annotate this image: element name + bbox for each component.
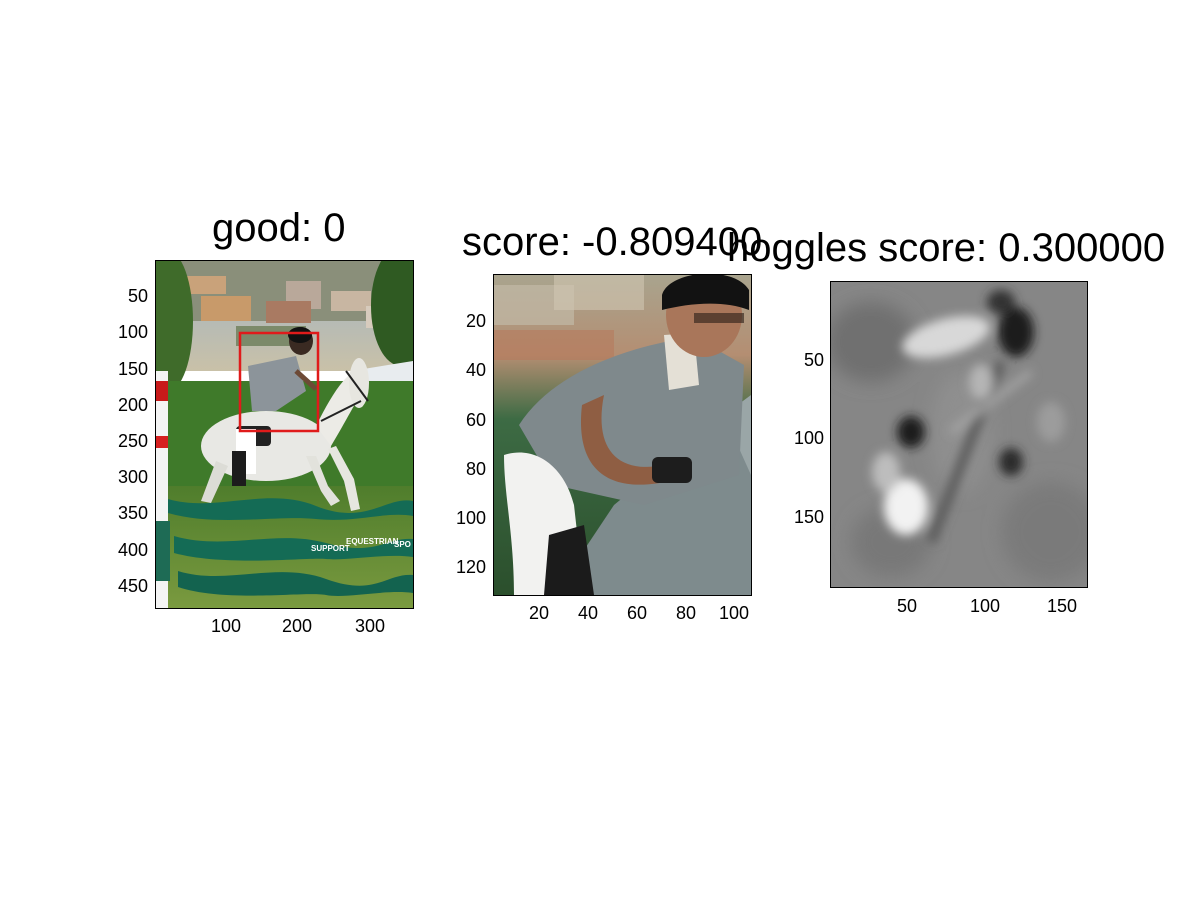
- y-tick-label: 200: [117, 395, 148, 415]
- original-photo: SUPPORT EQUESTRIAN SPO: [155, 260, 414, 609]
- y-tick-label: 100: [455, 508, 486, 528]
- y-tick-label: 150: [117, 359, 148, 379]
- x-tick-label: 300: [355, 616, 386, 636]
- crop-photo-svg: [494, 275, 751, 595]
- y-tick-label: 50: [803, 350, 824, 370]
- y-tick-label: 20: [465, 311, 486, 331]
- y-tick-label: 80: [465, 459, 486, 479]
- x-tick-label: 150: [1047, 596, 1078, 616]
- y-tick-label: 40: [465, 360, 486, 380]
- x-tick-label: 100: [211, 616, 242, 636]
- hoggles-image-svg: [831, 282, 1087, 587]
- x-tick-label: 60: [627, 603, 648, 623]
- y-tick-label: 150: [793, 507, 824, 527]
- y-tick-label: 100: [793, 428, 824, 448]
- hoggles-image: [830, 281, 1088, 588]
- fence-text-support: SUPPORT: [311, 544, 350, 553]
- original-photo-svg: SUPPORT EQUESTRIAN SPO: [156, 261, 413, 608]
- panel-title-original: good: 0: [212, 206, 346, 250]
- fence-text-equestrian: EQUESTRIAN: [346, 537, 399, 546]
- y-tick-label: 450: [117, 576, 148, 596]
- y-tick-label: 60: [465, 410, 486, 430]
- y-tick-label: 300: [117, 467, 148, 487]
- y-tick-label: 50: [127, 286, 148, 306]
- panel-title-hoggles: hoggles score: 0.300000: [727, 226, 1166, 270]
- x-tick-label: 40: [578, 603, 599, 623]
- fence-text-spo: SPO: [394, 540, 411, 549]
- y-tick-label: 120: [455, 557, 486, 577]
- panel-title-crop: score: -0.809400: [462, 220, 763, 264]
- y-tick-label: 250: [117, 431, 148, 451]
- y-tick-label: 400: [117, 540, 148, 560]
- crop-photo: [493, 274, 752, 596]
- x-tick-label: 100: [970, 596, 1001, 616]
- x-tick-label: 50: [897, 596, 918, 616]
- y-tick-label: 350: [117, 503, 148, 523]
- x-tick-label: 80: [676, 603, 697, 623]
- x-tick-label: 200: [282, 616, 313, 636]
- x-tick-label: 20: [529, 603, 550, 623]
- x-tick-label: 100: [719, 603, 750, 623]
- detection-box: [238, 331, 320, 433]
- y-tick-label: 100: [117, 322, 148, 342]
